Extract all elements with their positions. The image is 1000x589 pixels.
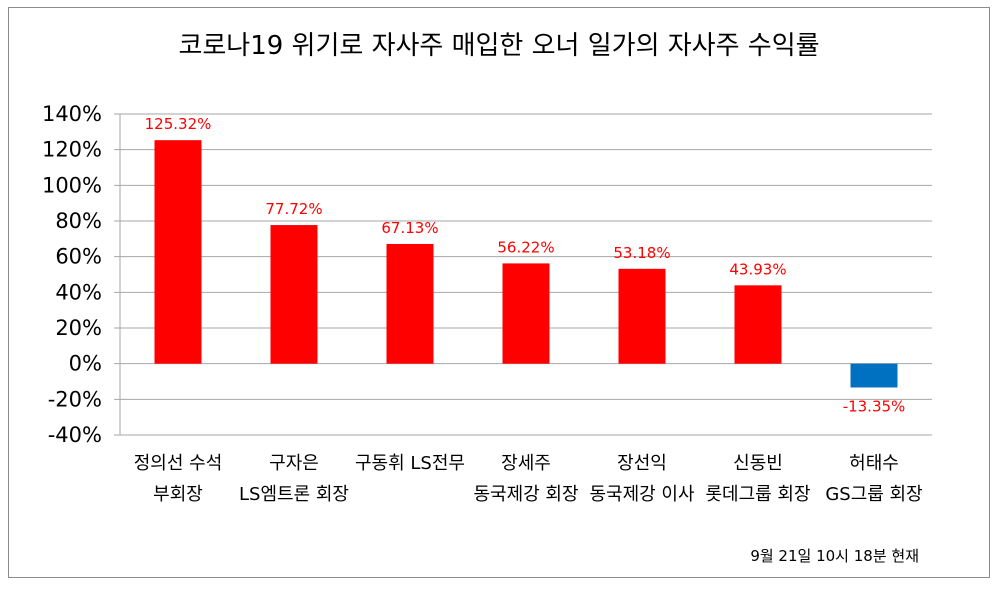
y-tick-label: 120% [42, 138, 102, 162]
x-category-label: 동국제강 회장 [473, 484, 578, 505]
chart-title: 코로나19 위기로 자사주 매입한 오너 일가의 자사주 수익률 [178, 31, 819, 61]
x-category-label: 장선익 [617, 453, 667, 474]
data-label: 125.32% [145, 115, 212, 133]
y-tick-label: 40% [55, 280, 102, 304]
bar [502, 263, 550, 364]
bars [154, 140, 898, 388]
bar [270, 225, 318, 364]
data-label: 53.18% [613, 244, 670, 262]
data-label: 77.72% [265, 200, 322, 218]
y-tick-label: 100% [42, 173, 102, 197]
x-category-label: LS엠트론 회장 [239, 484, 349, 505]
bar [734, 285, 782, 364]
bar [154, 140, 202, 364]
gridlines [114, 113, 932, 436]
data-label: 56.22% [497, 238, 554, 256]
timestamp-note: 9월 21일 10시 18분 현재 [750, 547, 919, 565]
x-category-label: 장세주 [501, 453, 551, 474]
y-tick-label: -20% [48, 387, 102, 411]
y-tick-label: -40% [48, 423, 102, 447]
x-category-label: 동국제강 이사 [589, 484, 695, 505]
bar [850, 363, 898, 388]
x-category-label: 롯데그룹 회장 [705, 484, 810, 505]
x-category-label: 허태수 [849, 453, 899, 474]
data-label: 43.93% [729, 260, 786, 278]
y-tick-label: 60% [55, 245, 102, 269]
y-tick-label: 20% [55, 316, 102, 340]
bar [618, 268, 666, 364]
x-category-label: GS그룹 회장 [825, 484, 922, 505]
y-axis-ticks: 140% 120% 100% 80% 60% 40% 20% 0% -20% -40% [42, 102, 102, 447]
x-category-label: 구동휘 LS전무 [355, 453, 465, 474]
bar [386, 243, 434, 364]
y-tick-label: 140% [42, 102, 102, 126]
data-label: -13.35% [843, 397, 906, 415]
y-tick-label: 80% [55, 209, 102, 233]
x-category-label: 신동빈 [733, 453, 783, 474]
x-category-label: 부회장 [153, 484, 203, 505]
x-category-label: 구자은 [269, 453, 319, 474]
x-category-label: 정의선 수석 [134, 453, 223, 474]
data-label: 67.13% [381, 219, 438, 237]
data-labels: 125.32% 77.72% 67.13% 56.22% 53.18% 43.93% -13… [145, 115, 906, 415]
y-tick-label: 0% [69, 352, 102, 376]
